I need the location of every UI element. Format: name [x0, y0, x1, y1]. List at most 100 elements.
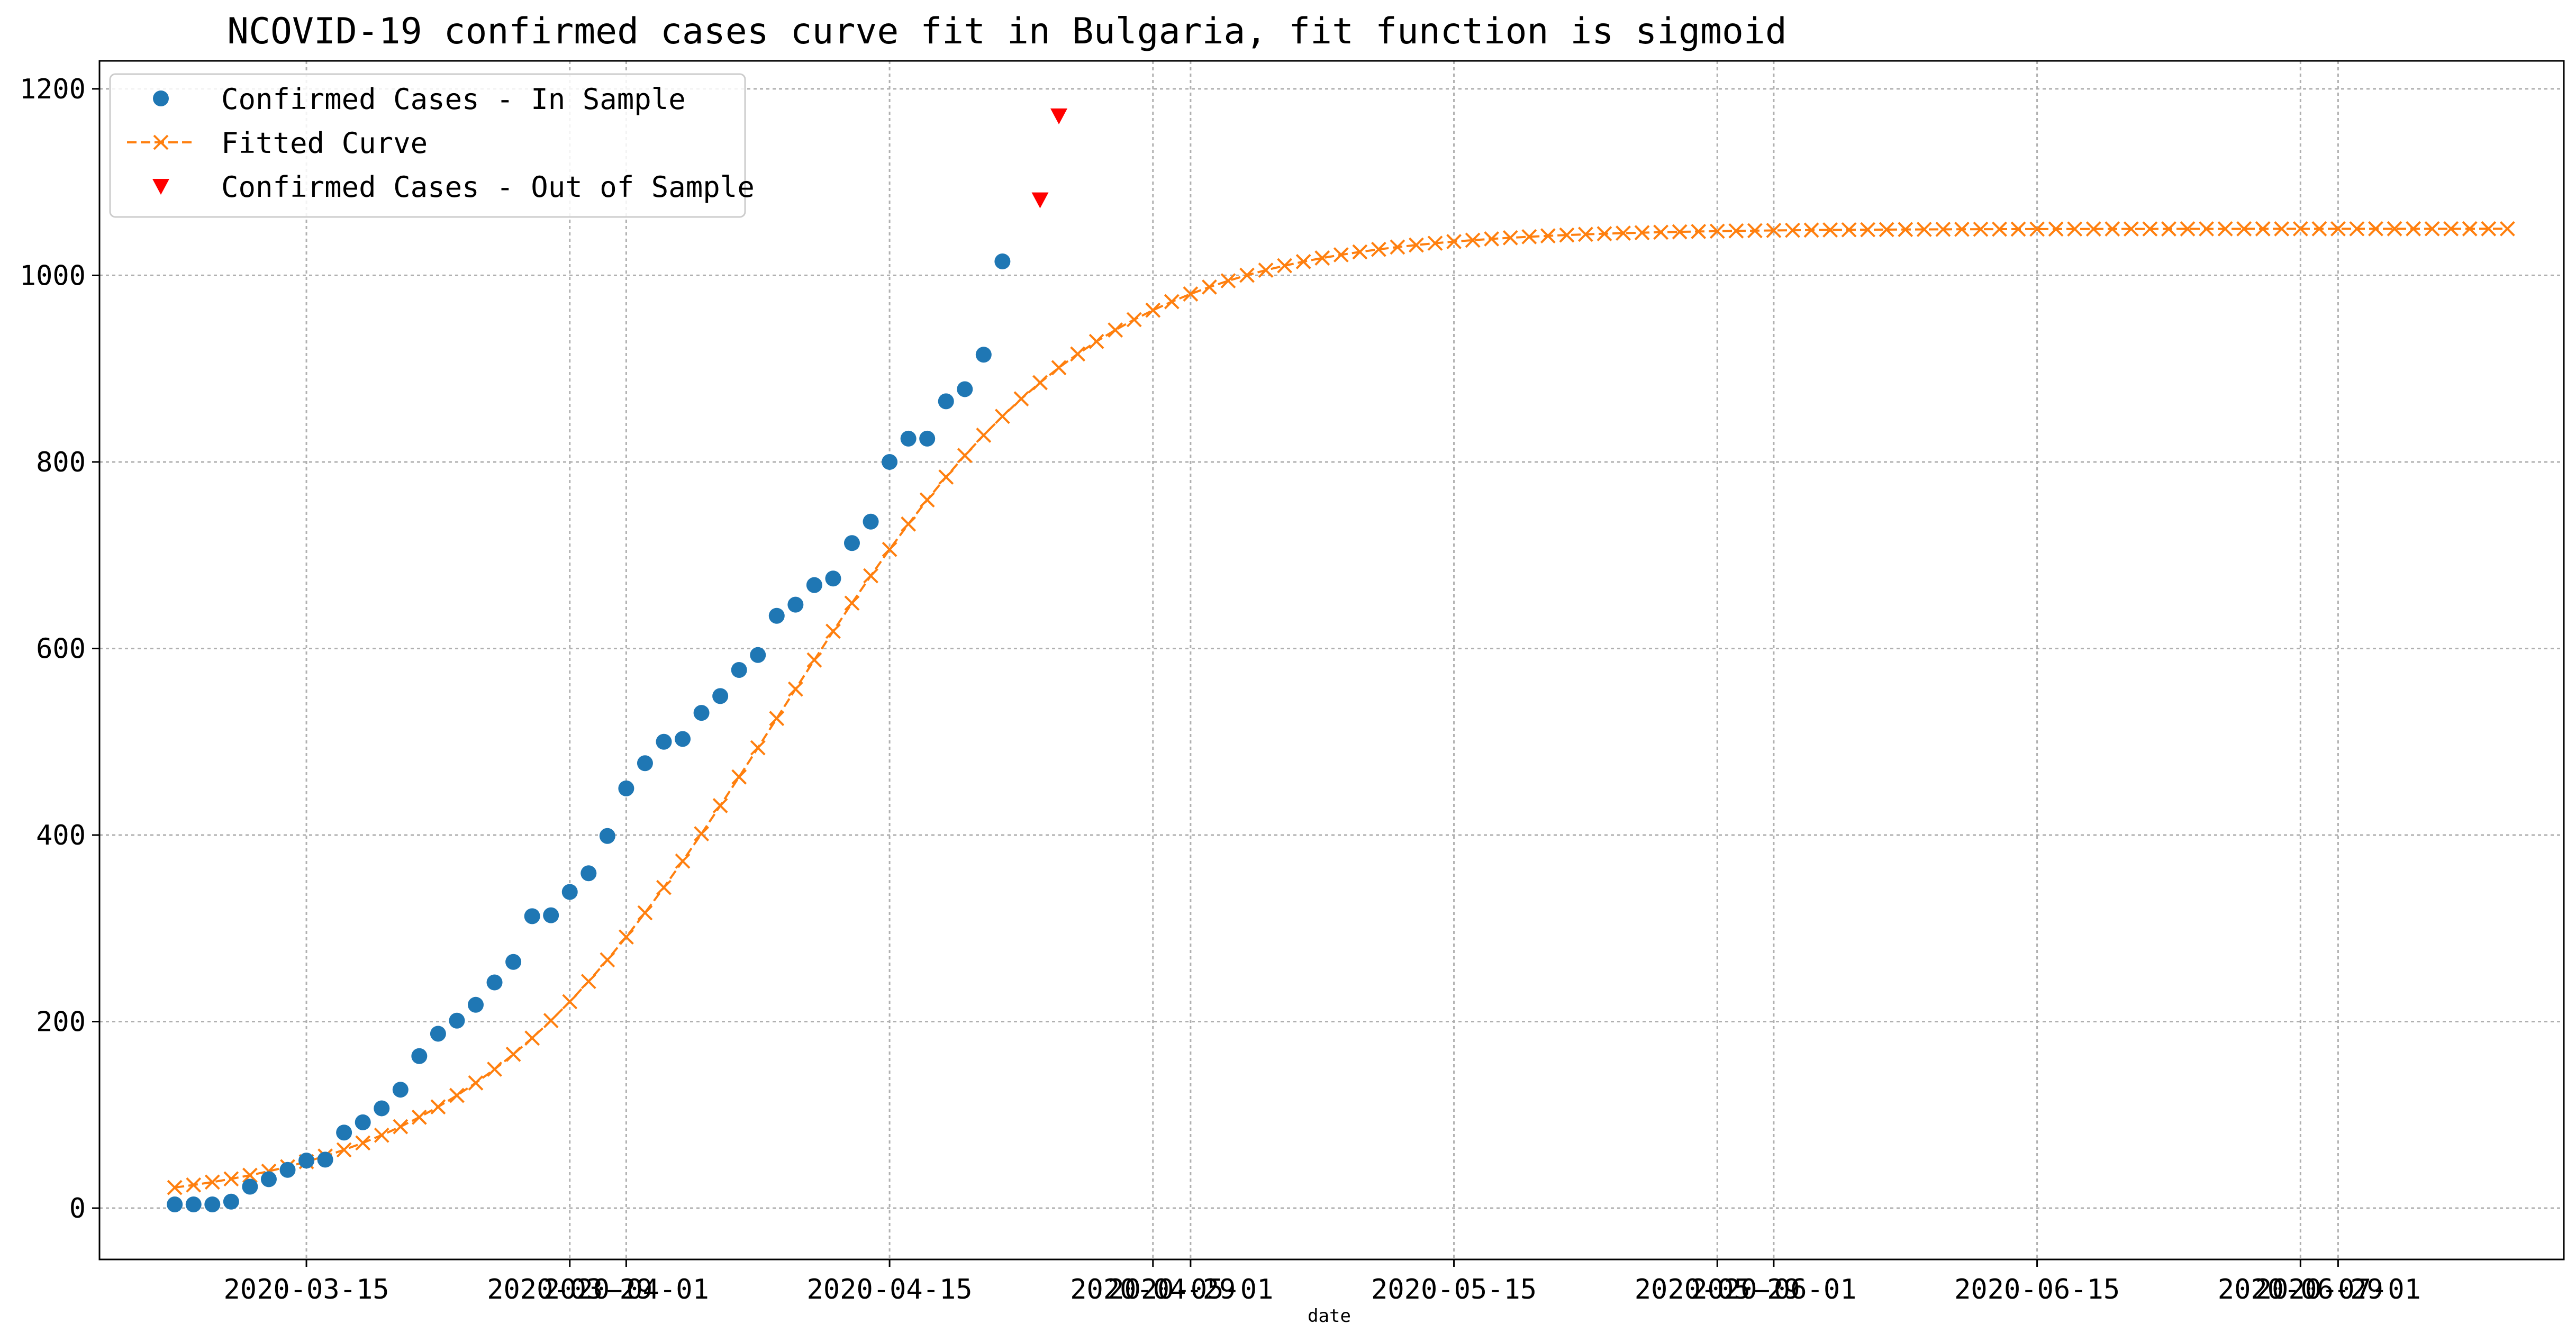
in-sample-point: [167, 1196, 183, 1213]
fitted-curve-marker: [430, 1099, 446, 1115]
fitted-curve-marker: [600, 952, 615, 968]
fitted-curve-marker: [1916, 222, 1932, 237]
out-of-sample-point: [1031, 192, 1049, 208]
fitted-curve-marker: [1258, 262, 1274, 278]
fitted-curve-marker: [1879, 222, 1894, 238]
legend-marker-in-sample: [153, 90, 169, 106]
plot-frame: [98, 60, 2565, 1261]
fitted-curve-marker: [750, 740, 766, 756]
fitted-curve-marker: [675, 853, 691, 869]
fitted-curve-marker: [2349, 221, 2365, 237]
fitted-curve-marker: [2499, 221, 2515, 237]
in-sample-point: [543, 907, 559, 923]
in-sample-point: [505, 954, 522, 970]
chart-title: NCOVID-19 confirmed cases curve fit in B…: [227, 11, 1787, 52]
fitted-curve-marker: [1822, 222, 1838, 238]
fitted-curve-marker: [1597, 226, 1612, 242]
fitted-curve-marker: [1409, 237, 1424, 253]
fitted-curve-marker: [844, 595, 860, 611]
fitted-curve-marker: [167, 1180, 183, 1195]
fitted-curve-marker: [562, 994, 578, 1010]
fitted-curve-marker: [1540, 228, 1556, 244]
fitted-curve-marker: [2387, 221, 2402, 237]
fitted-curve-marker: [1126, 312, 1142, 328]
in-sample-point: [223, 1193, 239, 1210]
fitted-curve-marker: [393, 1119, 409, 1135]
fitted-curve-marker: [712, 798, 728, 813]
fitted-curve-marker: [1108, 322, 1123, 338]
in-sample-point: [580, 865, 597, 882]
fitted-curve-marker: [1277, 258, 1293, 274]
fitted-curve-marker: [919, 492, 935, 508]
fitted-curve-marker: [1521, 229, 1537, 244]
legend-marker-fitted: [153, 134, 169, 150]
fitted-curve-marker: [1145, 302, 1161, 318]
fitted-curve-marker: [1484, 231, 1500, 247]
x-tick-label: 2020-06-01: [1691, 1274, 1856, 1305]
fitted-curve-marker: [1747, 223, 1763, 239]
fitted-curve-marker: [2048, 221, 2064, 237]
fitted-curve-marker: [2217, 221, 2233, 237]
fitted-curve-marker: [787, 681, 803, 697]
in-sample-point: [656, 733, 672, 750]
out-of-sample-layer: [1031, 108, 1068, 208]
x-tick-label: 2020-06-29: [2218, 1274, 2383, 1305]
x-tick-label: 2020-05-01: [1108, 1274, 1273, 1305]
y-tick-label: 800: [36, 447, 86, 478]
fitted-curve-marker: [806, 652, 822, 668]
in-sample-point: [430, 1026, 446, 1042]
fitted-curve-marker: [1559, 227, 1575, 243]
fitted-curve-marker: [1239, 267, 1255, 283]
fitted-curve-marker: [336, 1142, 352, 1158]
fitted-curve-marker: [355, 1135, 371, 1151]
fitted-curve-marker: [2481, 221, 2497, 237]
fitted-curve-marker: [957, 448, 973, 464]
axis-layer: 0 200 400 600 800 1000 1200 2020-03-15 2020-03-2…: [20, 74, 2421, 1305]
fitted-curve-marker: [1446, 234, 1462, 249]
x-tick-label: 2020-04-15: [807, 1274, 973, 1305]
fitted-curve-marker: [2180, 221, 2196, 237]
fitted-curve-marker: [2085, 221, 2101, 237]
x-tick-label: 2020-03-29: [487, 1274, 652, 1305]
in-sample-point: [731, 662, 747, 678]
y-tick-label: 400: [36, 820, 86, 851]
in-sample-point: [298, 1153, 315, 1169]
fitted-curve-marker: [449, 1087, 465, 1103]
fitted-curve-marker: [618, 929, 634, 945]
grid-layer: [99, 61, 2564, 1259]
fitted-curve-marker: [2161, 221, 2176, 237]
fitted-curve-marker: [656, 879, 672, 895]
fitted-curve-marker: [2368, 221, 2383, 237]
in-sample-point: [317, 1151, 333, 1168]
in-sample-point: [392, 1082, 409, 1098]
in-sample-point: [675, 731, 691, 747]
fitted-curve-marker: [2123, 221, 2139, 237]
fitted-curve-marker: [1992, 221, 2007, 237]
x-tick-label: 2020-04-01: [543, 1274, 709, 1305]
fitted-curve-marker: [2443, 221, 2459, 237]
fitted-curve-marker: [1032, 375, 1048, 391]
fitted-curve-marker: [2424, 221, 2440, 237]
out-of-sample-point: [1050, 108, 1068, 124]
fitted-curve-marker: [1070, 346, 1085, 362]
fitted-curve-marker: [1841, 222, 1857, 238]
fitted-curve-marker: [1164, 294, 1180, 310]
in-sample-point: [806, 577, 822, 593]
fitted-curve-marker: [1653, 224, 1669, 240]
x-tick-label: 2020-04-29: [1070, 1274, 1236, 1305]
fitted-curve-marker: [468, 1075, 484, 1091]
in-sample-point: [185, 1196, 202, 1213]
in-sample-layer: [167, 253, 1011, 1213]
fitted-curve-marker: [1089, 333, 1104, 349]
in-sample-point: [919, 430, 936, 447]
in-sample-point: [260, 1171, 277, 1187]
legend-label: Fitted Curve: [221, 126, 428, 160]
in-sample-point: [637, 755, 653, 772]
in-sample-point: [561, 884, 578, 900]
fitted-curve-marker: [994, 409, 1010, 424]
in-sample-point: [712, 688, 729, 704]
fitted-curve-marker: [2236, 221, 2252, 237]
fitted-curve-marker: [2029, 221, 2045, 237]
fitted-curve-marker: [1333, 247, 1349, 262]
fitted-curve-marker: [2255, 221, 2271, 237]
